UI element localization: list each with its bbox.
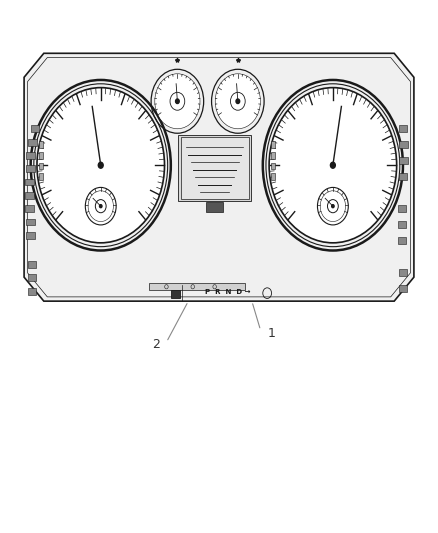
FancyBboxPatch shape [28,274,36,281]
FancyBboxPatch shape [398,237,406,244]
Circle shape [236,99,240,103]
FancyBboxPatch shape [399,157,408,164]
Text: 1: 1 [267,327,275,340]
FancyBboxPatch shape [399,125,407,132]
Circle shape [330,162,336,168]
FancyBboxPatch shape [171,290,180,298]
FancyBboxPatch shape [39,141,43,148]
Circle shape [155,74,200,128]
Circle shape [176,99,179,103]
Text: P  R  N  D →: P R N D → [205,288,251,295]
FancyBboxPatch shape [31,125,39,132]
FancyBboxPatch shape [399,269,407,276]
FancyBboxPatch shape [28,288,36,295]
Circle shape [215,74,260,128]
FancyBboxPatch shape [28,139,37,146]
FancyBboxPatch shape [39,163,43,169]
FancyBboxPatch shape [399,285,407,292]
FancyBboxPatch shape [180,137,249,198]
Circle shape [332,205,334,208]
FancyBboxPatch shape [399,173,407,180]
FancyBboxPatch shape [26,165,35,172]
FancyBboxPatch shape [26,152,35,159]
Text: 2: 2 [152,338,160,351]
FancyBboxPatch shape [206,202,223,212]
Circle shape [38,88,164,242]
FancyBboxPatch shape [26,232,35,239]
FancyBboxPatch shape [26,219,35,225]
FancyBboxPatch shape [39,173,43,180]
FancyBboxPatch shape [39,152,43,159]
FancyBboxPatch shape [271,152,276,159]
FancyBboxPatch shape [399,141,408,148]
FancyBboxPatch shape [28,261,36,268]
FancyBboxPatch shape [149,283,245,290]
Circle shape [99,205,102,208]
Circle shape [270,88,396,242]
Circle shape [98,162,103,168]
FancyBboxPatch shape [25,179,34,185]
FancyBboxPatch shape [178,134,251,201]
Polygon shape [24,53,414,301]
FancyBboxPatch shape [271,163,276,169]
FancyBboxPatch shape [25,192,34,199]
FancyBboxPatch shape [398,205,406,212]
FancyBboxPatch shape [398,221,406,228]
FancyBboxPatch shape [25,205,34,212]
FancyBboxPatch shape [271,173,276,180]
FancyBboxPatch shape [271,141,276,148]
